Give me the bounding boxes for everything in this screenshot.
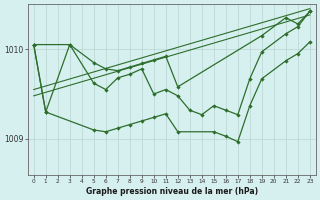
X-axis label: Graphe pression niveau de la mer (hPa): Graphe pression niveau de la mer (hPa) [86,187,258,196]
